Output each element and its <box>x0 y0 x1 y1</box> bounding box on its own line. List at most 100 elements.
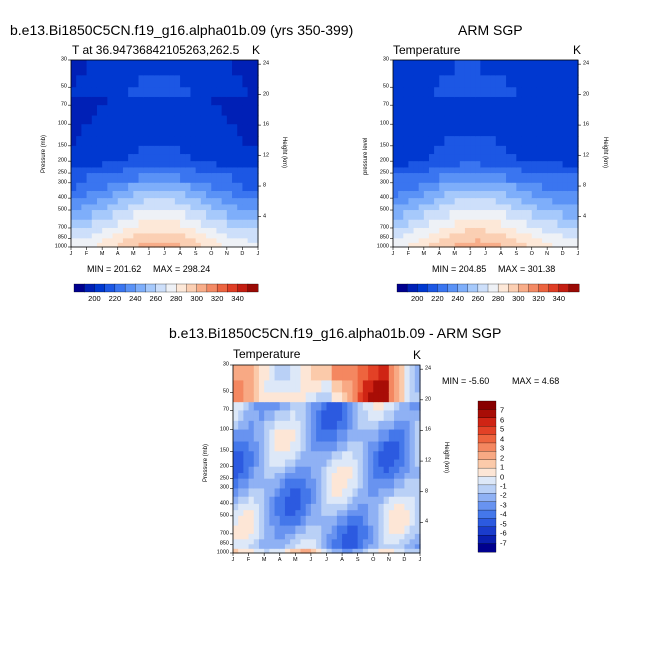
panel3-contour-cell <box>279 380 286 393</box>
panel1-contour-cell <box>122 87 129 98</box>
panel2-y-right-tick-4: 4 <box>583 212 587 219</box>
colorbar2-label-220: 220 <box>431 294 444 303</box>
panel1-y-tick-850: 850 <box>57 234 67 241</box>
panel3-contour-cell <box>388 473 395 480</box>
panel3-contour-cell <box>336 420 343 431</box>
panel1-contour-cell <box>242 75 249 88</box>
panel3-contour-cell <box>414 429 421 443</box>
panel3-contour-cell <box>336 459 343 468</box>
panel2-contour-cell <box>413 227 420 235</box>
panel2-contour-cell <box>449 96 456 106</box>
panel1-contour-cell <box>122 105 129 117</box>
panel3-contour-cell <box>269 392 276 403</box>
panel1-contour-cell <box>226 96 233 106</box>
panel2-contour-cell <box>398 154 404 162</box>
panel3-contour-cell <box>414 410 421 422</box>
panel3-contour-cell <box>414 392 421 403</box>
panel3-contour-cell <box>362 429 369 443</box>
panel3-contour-cell <box>310 459 317 468</box>
colorbar1-label-260: 260 <box>149 294 163 303</box>
panel2-contour-cell <box>511 154 517 162</box>
panel2-contour-cell <box>449 233 456 239</box>
panel2-contour-cell <box>511 233 517 239</box>
panel1-contour-cell <box>112 233 119 239</box>
panel2-contour-cell <box>464 124 471 137</box>
panel2-contour-cell <box>454 87 461 98</box>
panel2-contour-cell <box>464 238 471 244</box>
panel3-contour-cell <box>305 392 312 403</box>
panel3-contour-cell <box>290 410 296 422</box>
panel2-contour-cell <box>526 242 533 248</box>
panel2-contour-cell <box>475 124 481 137</box>
panel3-contour-cell <box>243 451 250 461</box>
panel1-contour-cell <box>247 204 254 211</box>
colorbar3-label--4: -4 <box>500 509 507 519</box>
panel1-contour-cell <box>232 173 238 184</box>
panel1-contour-cell <box>206 198 212 206</box>
panel1-contour-cell <box>117 105 124 117</box>
panel1-contour-cell <box>133 145 140 155</box>
panel2-contour-cell <box>526 204 533 211</box>
panel3-contour-cell <box>305 466 312 474</box>
panel1-contour-cell <box>128 154 134 162</box>
panel1-contour-cell <box>159 161 166 169</box>
panel3-contour-cell <box>233 420 239 431</box>
panel2-contour-cell <box>511 136 517 147</box>
panel3-contour-cell <box>233 380 239 393</box>
panel3-contour-cell <box>331 488 338 498</box>
panel3-contour-cell <box>238 488 244 498</box>
panel2-contour-cell <box>516 233 523 239</box>
panel1-contour-cell <box>107 242 114 248</box>
panel2-contour-cell <box>480 182 487 192</box>
panel3-contour-cell <box>284 510 291 517</box>
panel3-contour-cell <box>300 525 307 535</box>
panel3-contour-cell <box>394 533 400 540</box>
panel3-contour-cell <box>290 466 296 474</box>
panel3-min: MIN = -5.60 <box>442 376 490 386</box>
panel2-contour-cell <box>526 233 533 239</box>
panel2-contour-cell <box>403 105 410 117</box>
panel2-contour-cell <box>506 105 512 117</box>
panel3-contour-cell <box>300 429 307 443</box>
panel2-contour-cell <box>439 75 445 88</box>
panel2-contour-cell <box>521 96 528 106</box>
panel3-contour-cell <box>316 410 322 422</box>
panel2-contour-cell <box>572 173 579 184</box>
panel3-contour-cell <box>336 515 343 527</box>
colorbar2-swatch <box>518 283 529 293</box>
panel1-contour-cell <box>112 191 119 199</box>
panel2-contour-cell <box>500 124 507 137</box>
panel3-contour-cell <box>404 544 411 550</box>
panel1-contour-cell <box>164 145 171 155</box>
panel1-contour-cell <box>200 233 207 239</box>
panel3-contour-cell <box>316 473 322 480</box>
panel2-contour-cell <box>413 173 420 184</box>
panel1-contour-cell <box>102 87 108 98</box>
panel1-contour-cell <box>138 242 145 248</box>
panel1-contour-cell <box>169 238 176 244</box>
panel3-contour-cell <box>352 441 359 452</box>
panel1-contour-cell <box>91 191 98 199</box>
panel3-contour-cell <box>279 459 286 468</box>
panel2-contour-cell <box>490 191 497 199</box>
panel3-contour-cell <box>310 510 317 517</box>
panel2-contour-cell <box>418 105 425 117</box>
panel3-contour-cell <box>342 473 348 480</box>
panel2-contour-cell <box>506 145 512 155</box>
panel2-contour-cell <box>449 173 456 184</box>
panel2-contour-cell <box>536 173 543 184</box>
panel3-y-right-tick-8: 8 <box>425 487 429 494</box>
panel2-contour-cell <box>464 75 471 88</box>
panel2-contour-cell <box>547 242 553 248</box>
panel2-contour-cell <box>516 145 523 155</box>
panel1-y-tick-300: 300 <box>57 179 67 186</box>
panel2-contour-cell <box>526 105 533 117</box>
panel2-contour-cell <box>562 204 569 211</box>
panel1-contour-cell <box>185 60 192 76</box>
panel2-contour-cell <box>464 173 471 184</box>
panel2-contour-cell <box>398 242 404 248</box>
panel2-contour-cell <box>464 145 471 155</box>
panel3-contour-cell <box>378 459 385 468</box>
panel1-contour-cell <box>133 136 140 147</box>
panel1-contour-cell <box>174 219 181 229</box>
